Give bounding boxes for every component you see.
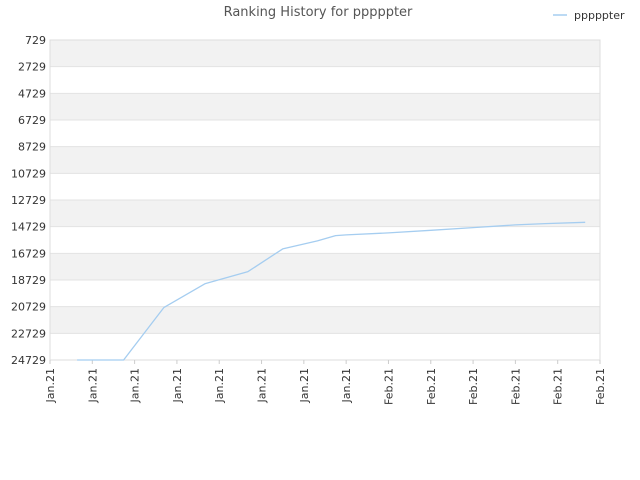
legend: pppppter [553, 9, 625, 22]
y-tick-label: 729 [25, 34, 46, 47]
y-tick-label: 4729 [18, 87, 46, 100]
y-tick-label: 12729 [11, 194, 46, 207]
chart-title: Ranking History for pppppter [224, 5, 413, 20]
x-tick-label: Feb.21 [467, 368, 480, 405]
x-axis-ticks: Jan.21 Jan.21 Jan.21 Jan.21 Jan.21 Jan.21 Jan.… [44, 360, 607, 405]
plot-band [50, 120, 600, 147]
legend-label: pppppter [574, 9, 625, 22]
x-tick-label: Feb.21 [382, 368, 395, 405]
x-tick-label: Jan.21 [213, 368, 226, 403]
x-tick-label: Jan.21 [298, 368, 311, 403]
x-tick-label: Jan.21 [340, 368, 353, 403]
y-tick-label: 6729 [18, 114, 46, 127]
plot-band [50, 306, 600, 334]
x-tick-label: Jan.21 [256, 368, 269, 403]
x-tick-label: Jan.21 [171, 368, 184, 403]
plot-band [50, 173, 600, 200]
plot-band [50, 40, 600, 67]
plot-band [50, 226, 600, 254]
y-tick-label: 22729 [11, 327, 46, 340]
plot-bands [50, 40, 600, 360]
y-tick-label: 18729 [11, 274, 46, 287]
x-tick-label: Jan.21 [44, 368, 57, 403]
y-tick-label: 10729 [11, 167, 46, 180]
x-tick-label: Jan.21 [86, 368, 99, 403]
plot-band [50, 333, 600, 360]
x-tick-label: Feb.21 [552, 368, 565, 405]
y-tick-label: 24729 [11, 354, 46, 367]
plot-band [50, 253, 600, 280]
y-tick-label: 16729 [11, 247, 46, 260]
plot-band [50, 280, 600, 307]
x-tick-label: Feb.21 [509, 368, 522, 405]
y-tick-label: 14729 [11, 221, 46, 234]
y-axis-ticks: 729 2729 4729 6729 8729 10729 12729 14729 16729 1… [11, 34, 46, 367]
plot-area-border [49, 39, 601, 361]
x-tick-label: Feb.21 [594, 368, 607, 405]
plot-band [50, 93, 600, 120]
series-layer [77, 221, 586, 361]
y-tick-label: 8729 [18, 141, 46, 154]
series-line [77, 221, 586, 361]
y-tick-label: 20729 [11, 301, 46, 314]
x-tick-label: Jan.21 [129, 368, 142, 403]
x-tick-label: Feb.21 [425, 368, 438, 405]
plot-band [50, 200, 600, 227]
plot-band [50, 66, 600, 94]
plot-band [50, 146, 600, 174]
y-tick-label: 2729 [18, 61, 46, 74]
